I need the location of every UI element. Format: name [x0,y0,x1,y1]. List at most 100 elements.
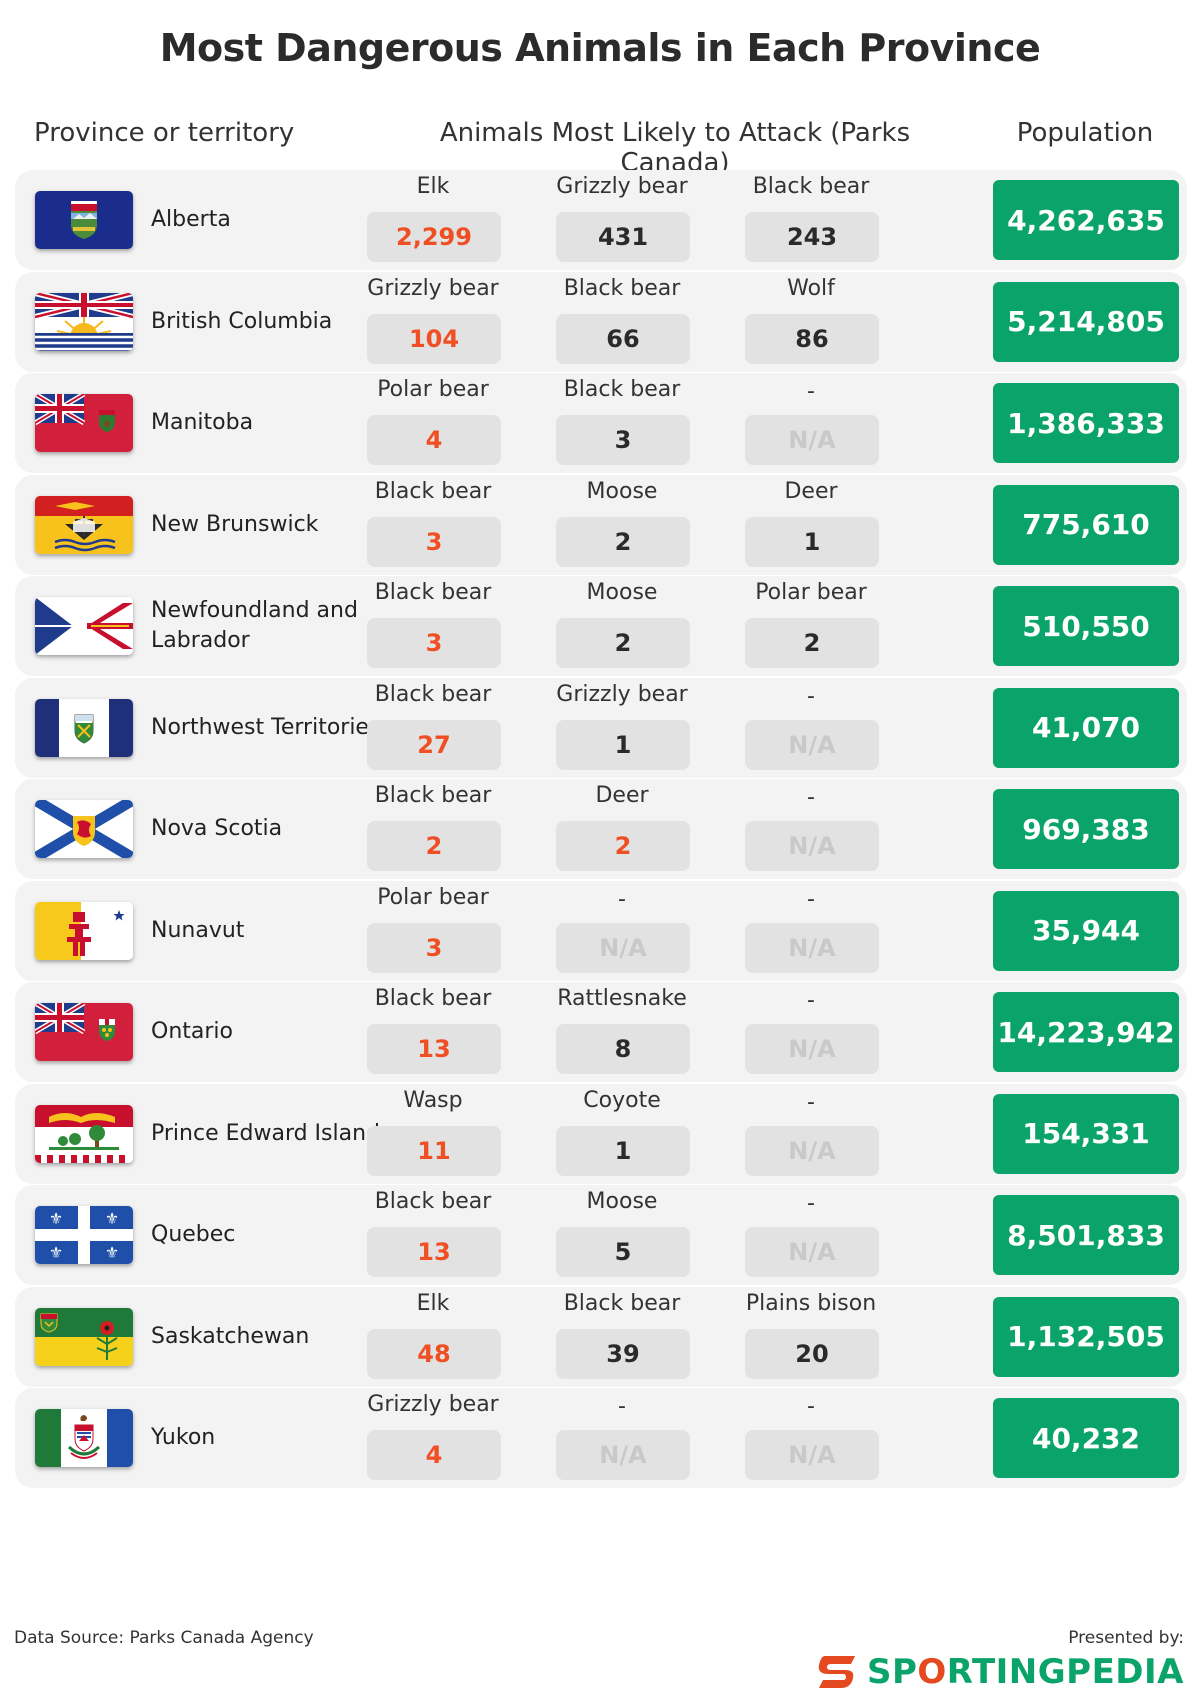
province-name: Saskatchewan [151,1323,310,1349]
attack-count: 3 [367,516,501,567]
attack-count: 2 [745,618,879,668]
province-name: Prince Edward Island [151,1120,381,1146]
table-row: Ontario Black bear 13 Rattlesnake 8 - N/A 14,22… [15,982,1187,1082]
animal-cell: Moose 2 [542,475,702,575]
attack-count: 2 [367,821,501,871]
animal-cell: Grizzly bear 4 [353,1388,513,1488]
animal-cell: Black bear 27 [353,678,513,778]
animal-name: Black bear [563,1290,681,1316]
animal-name: - [807,1394,815,1419]
nova-scotia-flag [35,800,133,858]
animal-cell: Deer 2 [542,779,702,879]
pei-flag [35,1104,133,1163]
animal-name: Moose [586,478,658,504]
animal-cell: - N/A [731,1388,891,1488]
attack-count: N/A [745,1024,879,1074]
attack-count: 2 [556,516,690,567]
attack-count: 3 [367,618,501,668]
province-name: Ontario [151,1019,233,1044]
page-title: Most Dangerous Animals in Each Province [159,26,1041,70]
svg-text:⚜: ⚜ [105,1243,119,1262]
attack-count: 2 [556,821,690,871]
attack-count: 27 [367,719,501,770]
animal-name: Black bear [752,174,870,199]
attack-count: N/A [745,1227,879,1277]
sportingpedia-logo: SPORTINGPEDIA [815,1652,1184,1692]
animal-name: Black bear [563,377,681,402]
table-row: Prince Edward Island Wasp 11 Coyote 1 - N/A 154… [15,1083,1187,1184]
animal-cell: Polar bear 3 [353,881,513,981]
attack-count: N/A [745,415,879,465]
animal-name: Black bear [563,275,681,301]
sportingpedia-logo-icon [818,1656,855,1688]
table-row: British Columbia Grizzly bear 104 Black bea… [15,271,1187,372]
animal-name: Black bear [374,986,492,1011]
table-row: New Brunswick Black bear 3 Moose 2 Deer 1 775,6… [15,474,1187,575]
population-badge: 154,331 [993,1093,1179,1174]
animal-name: - [807,683,815,709]
animal-cell: Grizzly bear 1 [542,678,702,778]
attack-count: 431 [556,212,690,262]
population-badge: 40,232 [993,1398,1179,1478]
table-row: Manitoba Polar bear 4 Black bear 3 - N/A 1,386,… [15,373,1187,473]
newfoundland-flag [35,597,133,655]
new-brunswick-flag [35,495,133,554]
animal-name: - [807,785,815,810]
svg-text:⚜: ⚜ [49,1209,63,1228]
animal-name: - [618,886,626,912]
animal-cell: Elk 2,299 [353,170,513,270]
animal-name: Deer [784,478,838,504]
attack-count: 86 [745,313,879,364]
province-name: New Brunswick [151,511,319,537]
attack-count: 2 [556,618,690,668]
animal-name: Grizzly bear [367,1392,499,1417]
population-badge: 14,223,942 [993,992,1179,1072]
attack-count: 2,299 [367,212,501,262]
animal-cell: - N/A [542,1388,702,1488]
population-badge: 1,386,333 [993,383,1179,463]
table-row: ⚜ ⚜ ⚜ ⚜ Quebec Black bear 13 Moose 5 - N/A 8,501,83… [15,1185,1187,1285]
attack-count: 13 [367,1227,501,1277]
attack-count: 104 [367,313,501,364]
animal-cell: Wasp 11 [353,1084,513,1184]
animal-name: Grizzly bear [556,174,688,199]
attack-count: N/A [745,821,879,871]
province-name: British Columbia [151,308,333,334]
table-row: Northwest Territories Black bear 27 Grizzly… [15,677,1187,778]
attack-count: 4 [367,1430,501,1480]
animal-name: Grizzly bear [367,275,499,301]
attack-count: 3 [367,922,501,973]
animal-cell: Black bear 3 [542,373,702,473]
population-badge: 41,070 [993,687,1179,768]
animal-name: - [807,988,815,1013]
animal-cell: - N/A [731,881,891,981]
attack-count: 1 [556,719,690,770]
animal-cell: Rattlesnake 8 [542,982,702,1082]
animal-name: Moose [586,580,658,605]
attack-count: 1 [556,1125,690,1176]
animal-cell: Elk 48 [353,1287,513,1387]
yukon-flag [35,1409,133,1467]
animal-cell: Deer 1 [731,475,891,575]
animal-name: Black bear [374,580,492,605]
province-name: Newfoundland and Labrador [151,598,358,653]
animal-cell: Grizzly bear 104 [353,272,513,372]
animal-cell: Coyote 1 [542,1084,702,1184]
animal-name: Black bear [374,478,492,504]
sportingpedia-logo-text: SPORTINGPEDIA [866,1652,1184,1692]
province-name: Yukon [151,1425,216,1450]
province-name: Quebec [151,1222,236,1247]
british-columbia-flag [35,292,133,351]
table-row: Nova Scotia Black bear 2 Deer 2 - N/A 969,383 [15,779,1187,879]
animal-cell: Black bear 13 [353,982,513,1082]
population-badge: 8,501,833 [993,1195,1179,1275]
attack-count: 48 [367,1328,501,1379]
animal-cell: Black bear 39 [542,1287,702,1387]
animal-name: Polar bear [755,580,867,605]
animal-cell: Polar bear 2 [731,576,891,676]
northwest-territories-flag [35,698,133,757]
attack-count: 5 [556,1227,690,1277]
animal-cell: Black bear 243 [731,170,891,270]
table-row: Saskatchewan Elk 48 Black bear 39 Plains biso… [15,1286,1187,1387]
animal-cell: Black bear 3 [353,576,513,676]
